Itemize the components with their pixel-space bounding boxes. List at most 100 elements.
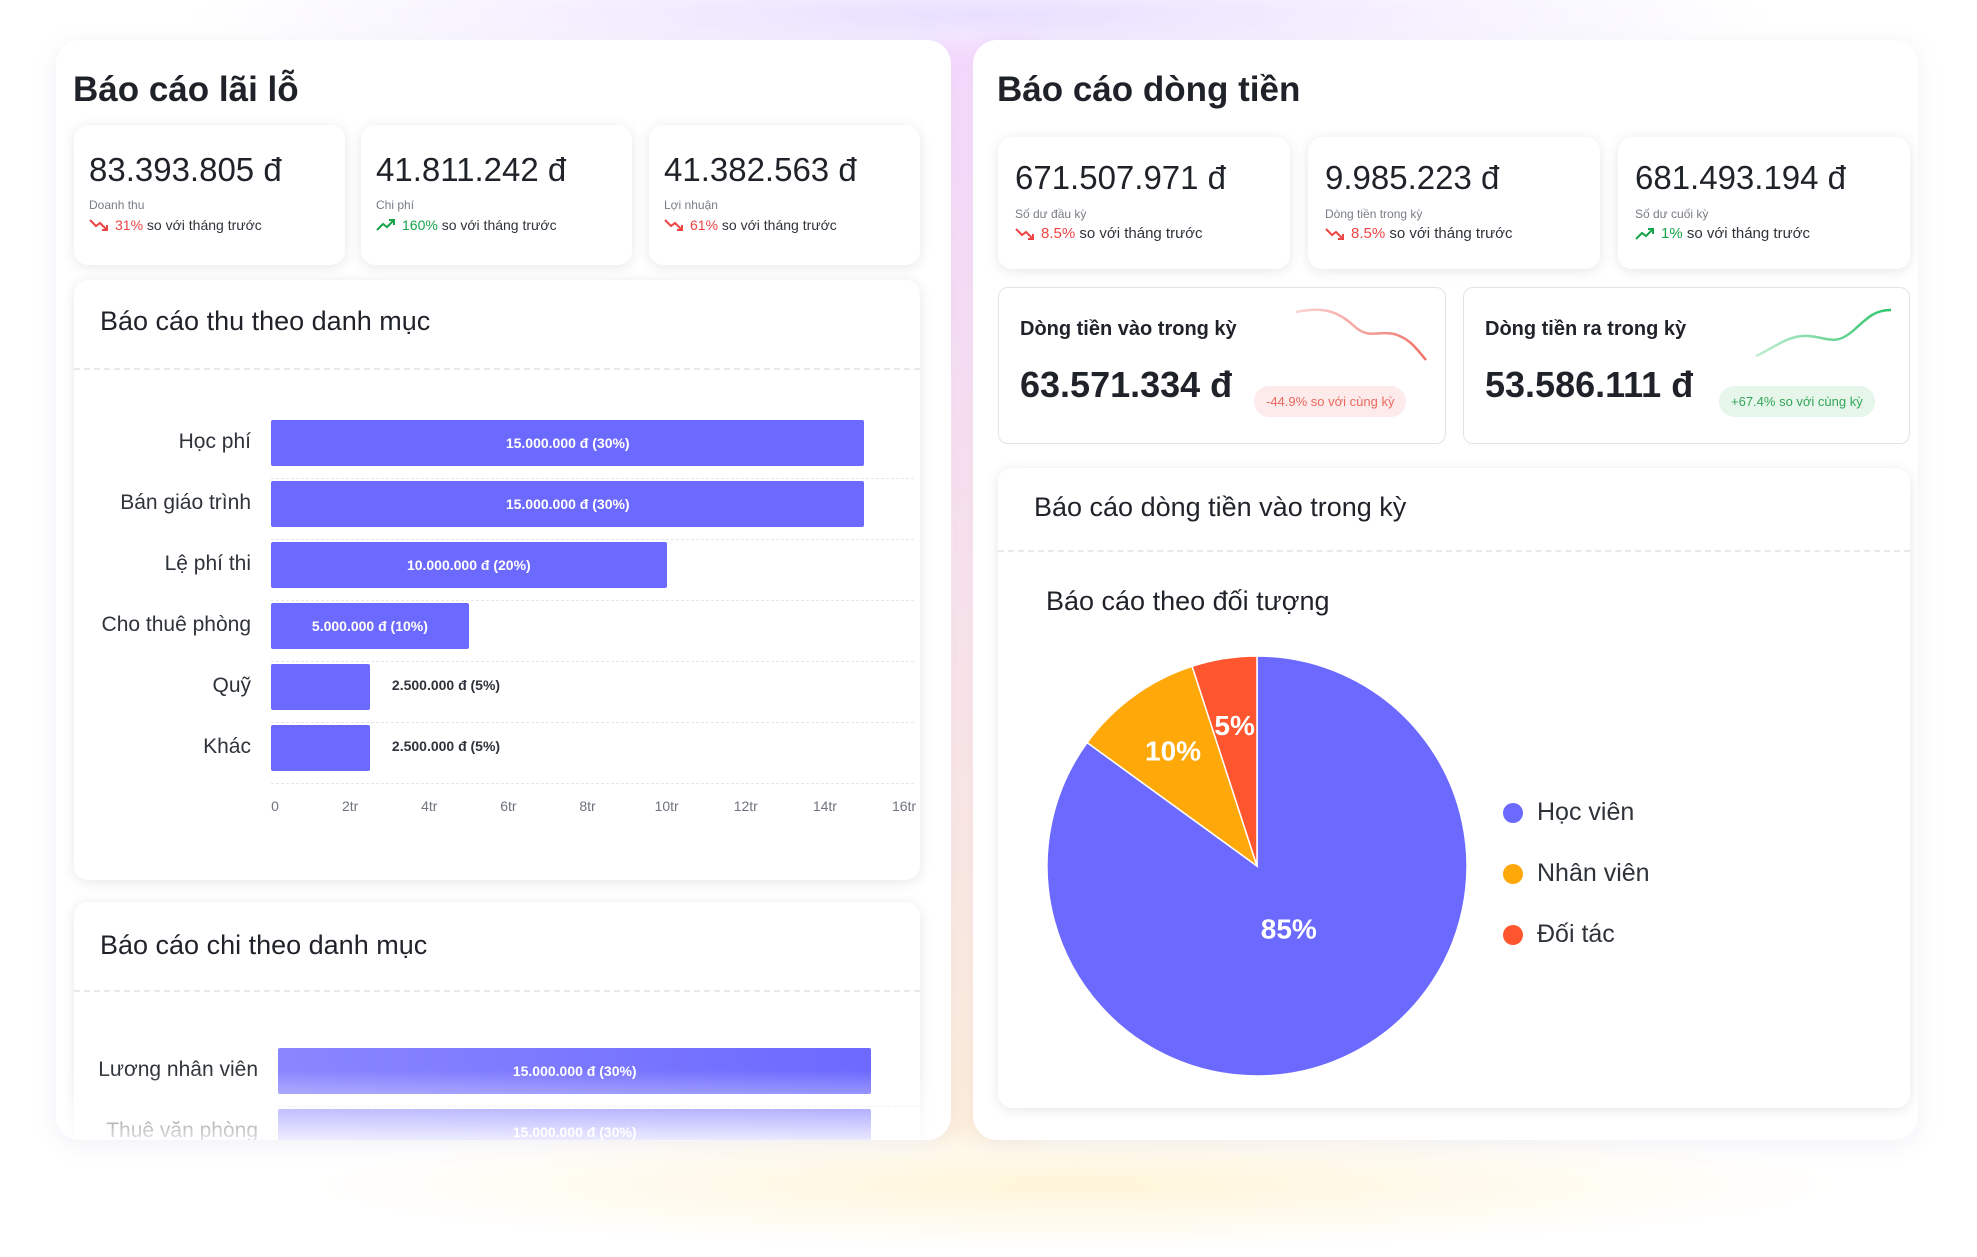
trend-down-icon bbox=[1015, 227, 1034, 240]
closing-balance-value: 681.493.194 đ bbox=[1635, 159, 1847, 196]
outflow-value: 53.586.111 đ bbox=[1485, 364, 1694, 405]
bar-category-label: Bán giáo trình bbox=[120, 491, 251, 514]
bar-data-label: 10.000.000 đ (20%) bbox=[406, 557, 531, 573]
closing-balance-pct: 1% bbox=[1661, 225, 1683, 242]
profit-pct: 61% bbox=[690, 217, 719, 233]
revenue-stat-card[interactable]: 83.393.805 đ Doanh thu 31% so với tháng … bbox=[74, 125, 345, 265]
outflow-card[interactable]: Dòng tiền ra trong kỳ 53.586.111 đ +67.4… bbox=[1463, 287, 1910, 444]
income-by-category-card: Báo cáo thu theo danh mục Học phí 15.000.… bbox=[74, 280, 920, 880]
closing-balance-compare: so với tháng trước bbox=[1686, 225, 1810, 242]
bar[interactable] bbox=[271, 664, 370, 710]
bar-data-label: 2.500.000 đ (5%) bbox=[391, 677, 501, 693]
bar-data-label: 2.500.000 đ (5%) bbox=[391, 738, 501, 754]
pie-slice[interactable] bbox=[1086, 665, 1259, 868]
closing-balance-card[interactable]: 681.493.194 đ Số dư cuối kỳ 1% so với th… bbox=[1618, 137, 1910, 269]
legend-dot bbox=[1503, 802, 1523, 823]
profit-loss-title: Báo cáo lãi lỗ bbox=[73, 70, 299, 109]
bar[interactable]: 15.000.000 đ (30%) bbox=[271, 420, 865, 466]
pie-value-label: 10% bbox=[1145, 735, 1201, 766]
expense-label: Chi phí bbox=[376, 198, 415, 212]
expense-pct: 160% bbox=[402, 217, 438, 233]
period-cashflow-value: 9.985.223 đ bbox=[1325, 159, 1500, 196]
opening-balance-pct: 8.5% bbox=[1041, 225, 1076, 242]
revenue-pct: 31% bbox=[115, 217, 144, 233]
legend-label: Đối tác bbox=[1537, 920, 1615, 948]
inflow-card[interactable]: Dòng tiền vào trong kỳ 63.571.334 đ -44.… bbox=[998, 287, 1446, 444]
outflow-change-badge: +67.4% so với cùng kỳ bbox=[1719, 386, 1875, 417]
x-tick-label: 10tr bbox=[654, 798, 679, 814]
period-cashflow-pct: 8.5% bbox=[1351, 225, 1386, 242]
gridline bbox=[271, 661, 914, 662]
bar-data-label: 15.000.000 đ (30%) bbox=[505, 496, 630, 512]
opening-balance-label: Số dư đầu kỳ bbox=[1015, 207, 1087, 221]
inflow-sparkline bbox=[1295, 308, 1427, 361]
profit-value: 41.382.563 đ bbox=[664, 151, 857, 188]
outflow-sparkline bbox=[1755, 308, 1892, 358]
period-cashflow-label: Dòng tiền trong kỳ bbox=[1325, 207, 1423, 221]
profit-label: Lợi nhuận bbox=[664, 198, 718, 212]
legend-dot bbox=[1503, 924, 1523, 945]
bar-category-label: Khác bbox=[203, 735, 251, 758]
gridline bbox=[271, 478, 914, 479]
opening-balance-value: 671.507.971 đ bbox=[1015, 159, 1227, 196]
profit-loss-panel: Báo cáo lãi lỗ 83.393.805 đ Doanh thu 31… bbox=[56, 40, 951, 1140]
panel-fade bbox=[56, 1070, 951, 1140]
bar-data-label: 5.000.000 đ (10%) bbox=[311, 618, 428, 634]
expense-stat-card[interactable]: 41.811.242 đ Chi phí 160% so với tháng t… bbox=[361, 125, 632, 265]
x-tick-label: 2tr bbox=[341, 798, 359, 814]
legend-item[interactable]: Học viên bbox=[1503, 798, 1634, 827]
inflow-pie-chart: 85% 10% 5% bbox=[1046, 655, 1468, 1077]
period-cashflow-trend: 8.5% so với tháng trước bbox=[1325, 225, 1512, 242]
period-cashflow-card[interactable]: 9.985.223 đ Dòng tiền trong kỳ 8.5% so v… bbox=[1308, 137, 1600, 269]
x-tick-label: 6tr bbox=[500, 798, 517, 814]
trend-down-icon bbox=[1325, 227, 1344, 240]
income-bar-chart: Học phí 15.000.000 đ (30%) Bán giáo trình 1… bbox=[74, 280, 920, 880]
trend-up-icon bbox=[376, 219, 395, 231]
inflow-report-title: Báo cáo dòng tiền vào trong kỳ bbox=[1034, 492, 1407, 522]
pie-slice[interactable] bbox=[1191, 655, 1258, 867]
legend-item[interactable]: Đối tác bbox=[1503, 920, 1615, 949]
outflow-title: Dòng tiền ra trong kỳ bbox=[1485, 318, 1687, 340]
bar[interactable]: 15.000.000 đ (30%) bbox=[271, 481, 865, 527]
gridline bbox=[271, 722, 914, 723]
opening-balance-trend: 8.5% so với tháng trước bbox=[1015, 225, 1202, 242]
legend-label: Học viên bbox=[1537, 798, 1635, 826]
inflow-report-subtitle: Báo cáo theo đối tượng bbox=[1046, 586, 1330, 616]
bar-category-label: Học phí bbox=[178, 430, 251, 453]
revenue-value: 83.393.805 đ bbox=[89, 151, 282, 188]
expense-value: 41.811.242 đ bbox=[376, 151, 567, 188]
trend-down-icon bbox=[89, 219, 108, 231]
bar-category-label: Cho thuê phòng bbox=[101, 613, 251, 636]
bar-category-label: Quỹ bbox=[212, 674, 251, 697]
inflow-change-badge: -44.9% so với cùng kỳ bbox=[1254, 386, 1407, 417]
expense-by-category-title: Báo cáo chi theo danh mục bbox=[100, 930, 428, 960]
bar[interactable]: 10.000.000 đ (20%) bbox=[271, 542, 667, 588]
revenue-trend: 31% so với tháng trước bbox=[89, 217, 262, 233]
opening-balance-compare: so với tháng trước bbox=[1079, 225, 1203, 242]
closing-balance-label: Số dư cuối kỳ bbox=[1635, 207, 1709, 221]
cash-flow-title: Báo cáo dòng tiền bbox=[997, 70, 1301, 109]
bar-data-label: 15.000.000 đ (30%) bbox=[505, 435, 630, 451]
legend-item[interactable]: Nhân viên bbox=[1503, 859, 1650, 888]
expense-trend: 160% so với tháng trước bbox=[376, 217, 557, 233]
profit-compare: so với tháng trước bbox=[721, 217, 837, 233]
x-tick-label: 4tr bbox=[421, 798, 438, 814]
section-divider bbox=[74, 990, 920, 992]
pie-value-label: 85% bbox=[1261, 913, 1317, 944]
pie-value-label: 5% bbox=[1214, 710, 1255, 741]
income-by-category-title: Báo cáo thu theo danh mục bbox=[100, 306, 431, 336]
bar[interactable]: 5.000.000 đ (10%) bbox=[271, 603, 469, 649]
period-cashflow-compare: so với tháng trước bbox=[1389, 225, 1513, 242]
expense-compare: so với tháng trước bbox=[441, 217, 557, 233]
profit-stat-card[interactable]: 41.382.563 đ Lợi nhuận 61% so với tháng … bbox=[649, 125, 920, 265]
x-tick-label: 8tr bbox=[579, 798, 596, 814]
section-divider bbox=[998, 550, 1910, 552]
trend-up-icon bbox=[1635, 227, 1654, 240]
opening-balance-card[interactable]: 671.507.971 đ Số dư đầu kỳ 8.5% so với t… bbox=[998, 137, 1290, 269]
legend-dot bbox=[1503, 863, 1523, 884]
inflow-title: Dòng tiền vào trong kỳ bbox=[1020, 318, 1237, 340]
background-glow-bottom bbox=[300, 1120, 1850, 1250]
trend-down-icon bbox=[664, 219, 683, 231]
revenue-label: Doanh thu bbox=[89, 198, 145, 212]
bar[interactable] bbox=[271, 725, 370, 771]
